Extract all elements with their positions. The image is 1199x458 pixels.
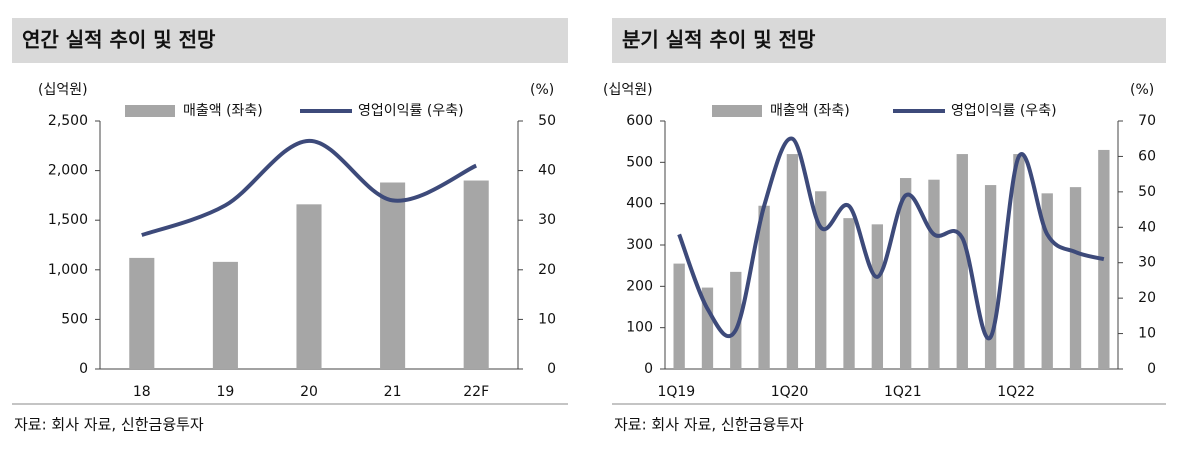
line <box>141 138 478 237</box>
bar <box>786 154 799 369</box>
y2-tick-label: 0 <box>1147 361 1156 377</box>
y2-tick-label: 30 <box>1138 255 1156 271</box>
legend-swatch <box>125 105 175 117</box>
chart-title: 분기 실적 추이 및 전망 <box>622 28 816 52</box>
chart-title: 연간 실적 추이 및 전망 <box>22 28 216 52</box>
bar <box>871 224 884 369</box>
y-tick-label: 2,500 <box>48 113 88 129</box>
bar <box>1041 193 1053 369</box>
title-bar <box>612 18 1166 63</box>
y2-tick-label: 0 <box>547 361 556 377</box>
x-tick-label: 1Q20 <box>771 384 809 400</box>
bar <box>843 218 855 369</box>
bar <box>296 204 322 369</box>
bar <box>956 154 968 369</box>
y2-tick-label: 40 <box>1138 219 1156 235</box>
y2-tick-label: 60 <box>1138 148 1156 164</box>
y-tick-label: 600 <box>626 113 653 129</box>
x-tick-label: 1Q21 <box>884 384 922 400</box>
y2-tick-label: 50 <box>538 113 556 129</box>
y-tick-label: 2,000 <box>48 163 88 179</box>
y-tick-label: 0 <box>644 361 653 377</box>
y2-tick-label: 20 <box>538 262 556 278</box>
bar <box>1069 187 1082 369</box>
y2-tick-label: 40 <box>538 163 556 179</box>
y-tick-label: 400 <box>626 196 653 212</box>
y2-tick-label: 70 <box>1138 113 1156 129</box>
y-tick-label: 1,000 <box>48 262 88 278</box>
x-tick-label: 1Q19 <box>657 384 695 400</box>
legend-label: 영업이익률 (우축) <box>358 103 464 119</box>
bar <box>730 271 742 369</box>
source: 자료: 회사 자료, 신한금융투자 <box>614 416 804 434</box>
y-tick-label: 1,500 <box>48 212 88 228</box>
bar <box>212 261 238 369</box>
bar <box>899 178 912 369</box>
bar <box>984 185 997 369</box>
y-axis-label: (십억원) <box>603 82 653 98</box>
y2-tick-label: 10 <box>538 311 556 327</box>
bar <box>129 257 155 369</box>
legend-label: 영업이익률 (우축) <box>951 103 1057 119</box>
bar <box>380 182 406 369</box>
x-tick-label: 20 <box>300 384 318 400</box>
bar <box>758 205 770 369</box>
y-tick-label: 0 <box>79 361 88 377</box>
source: 자료: 회사 자료, 신한금융투자 <box>14 416 204 434</box>
y-tick-label: 500 <box>626 154 653 170</box>
legend-label: 매출액 (좌축) <box>183 103 263 119</box>
bar <box>928 179 940 369</box>
y2-tick-label: 50 <box>1138 184 1156 200</box>
y2-tick-label: 10 <box>1138 326 1156 342</box>
y-tick-label: 300 <box>626 237 653 253</box>
y-tick-label: 100 <box>626 320 653 336</box>
x-tick-label: 18 <box>133 384 151 400</box>
x-tick-label: 1Q22 <box>997 384 1035 400</box>
y2-tick-label: 30 <box>538 212 556 228</box>
legend-swatch <box>712 105 762 117</box>
y-tick-label: 200 <box>626 278 653 294</box>
y-axis-label: (십억원) <box>38 82 88 98</box>
y2-tick-label: 20 <box>1138 290 1156 306</box>
bar <box>673 263 685 369</box>
bar <box>463 180 489 369</box>
bar <box>1098 149 1110 369</box>
bar <box>701 287 714 369</box>
bar <box>815 191 827 369</box>
y-tick-label: 500 <box>61 311 88 327</box>
x-tick-label: 22F <box>463 384 489 400</box>
y2-axis-label: (%) <box>1130 82 1154 98</box>
legend-label: 매출액 (좌축) <box>770 103 850 119</box>
bar <box>1013 154 1025 369</box>
x-tick-label: 19 <box>216 384 234 400</box>
title-bar <box>12 18 568 63</box>
x-tick-label: 21 <box>384 384 402 400</box>
line <box>677 136 1105 341</box>
y2-axis-label: (%) <box>530 82 554 98</box>
